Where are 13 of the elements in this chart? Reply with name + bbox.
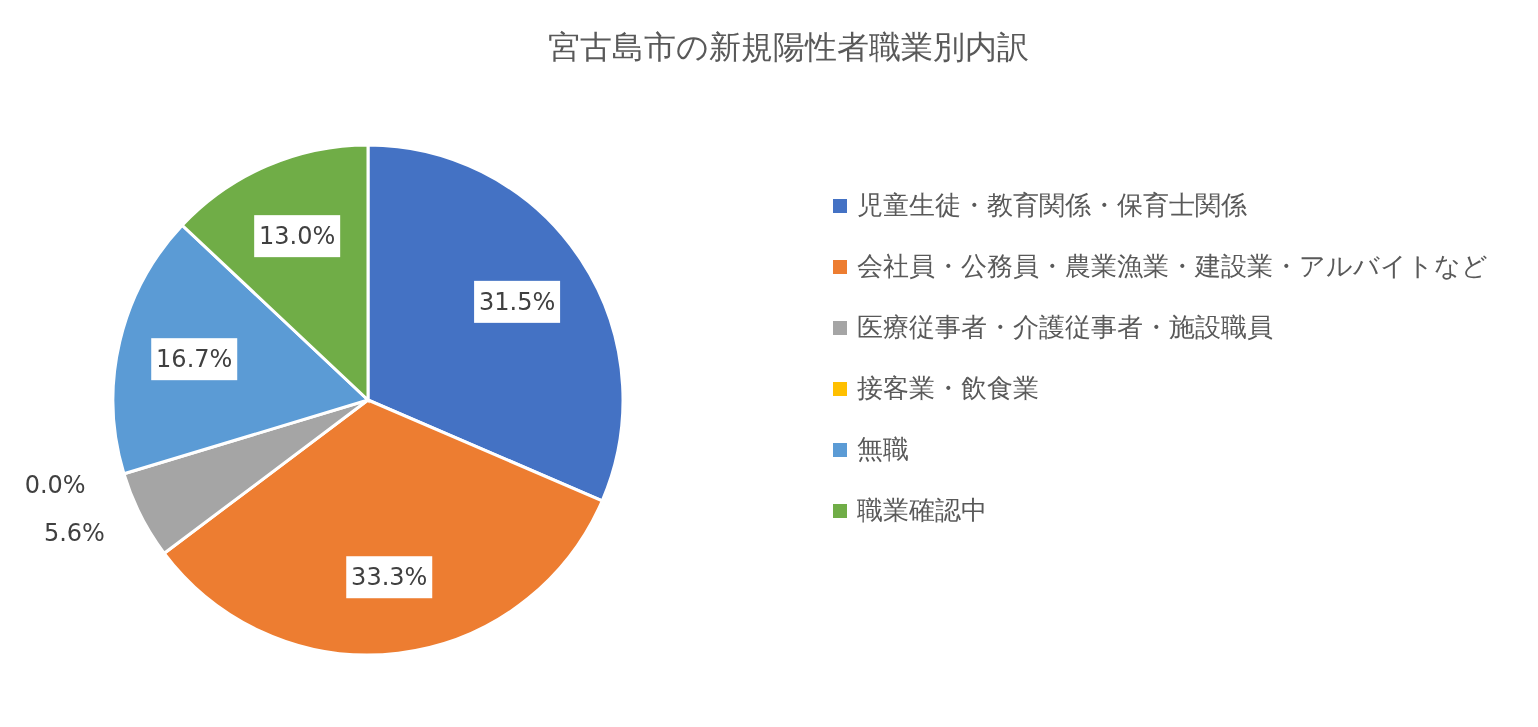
- text: 0.0%: [24, 471, 86, 500]
- data-label: 5.6%: [43, 519, 105, 548]
- legend-label: 医療従事者・介護従事者・施設職員: [857, 311, 1273, 344]
- chart-title: 宮古島市の新規陽性者職業別内訳: [546, 27, 1030, 68]
- legend-label: 無職: [857, 433, 909, 466]
- data-label: 31.5%: [478, 287, 556, 316]
- data-label: 16.7%: [156, 345, 233, 374]
- legend-label: 会社員・公務員・農業漁業・建設業・アルバイトなど: [857, 250, 1488, 283]
- data-label: 33.3%: [351, 563, 428, 592]
- data-label: 13.0%: [259, 222, 336, 251]
- legend-label: 児童生徒・教育関係・保育士関係: [857, 189, 1247, 222]
- legend-label: 職業確認中: [857, 494, 987, 527]
- legend-label: 接客業・飲食業: [857, 372, 1039, 405]
